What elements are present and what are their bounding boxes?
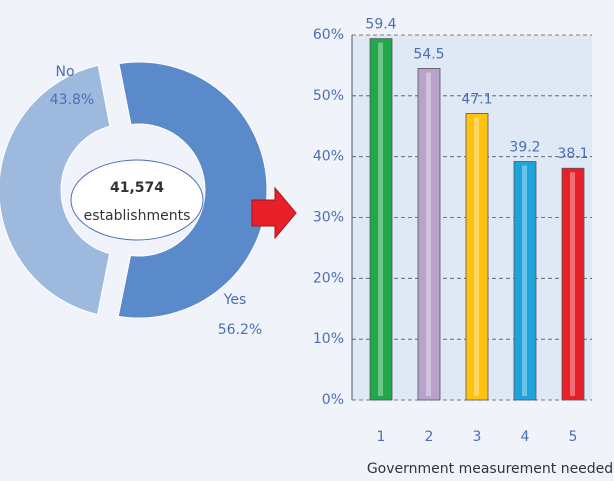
y-tick-label: 10%: [313, 331, 344, 347]
x-tick-label: 4: [521, 429, 530, 445]
value-label: 39.2: [509, 140, 540, 156]
center-value: 41,574: [110, 180, 164, 196]
x-axis-title: Government measurement needed: [367, 461, 613, 477]
bar-shine: [570, 172, 575, 396]
bar: [561, 167, 585, 401]
slice-label: Yes: [223, 292, 247, 308]
bar: [513, 161, 537, 401]
center-label: establishments: [84, 208, 191, 224]
y-tick-label: 50%: [313, 88, 344, 104]
bar: [369, 38, 393, 401]
slice-value: 56.2%: [218, 322, 262, 338]
bar-shine: [522, 165, 527, 396]
x-tick-label: 5: [569, 429, 578, 445]
center-hole: [70, 159, 204, 241]
x-tick-label: 1: [377, 429, 386, 445]
bar-shine: [426, 72, 431, 396]
y-tick-label: 60%: [313, 27, 344, 43]
x-tick-label: 2: [425, 429, 434, 445]
value-label: 59.4: [365, 17, 396, 33]
bar: [417, 68, 441, 401]
y-tick-label: 0%: [322, 392, 344, 408]
bar-shine: [378, 42, 383, 397]
slice-label: No: [55, 64, 74, 80]
value-label: 54.5: [413, 46, 444, 62]
pie-slice: [117, 61, 268, 319]
bar-shine: [474, 117, 479, 396]
value-label: 47.1: [461, 91, 492, 107]
pie-slice: [0, 64, 111, 316]
arrow: [251, 186, 297, 240]
slice-value: 43.8%: [50, 92, 94, 108]
value-label: 38.1: [557, 146, 588, 162]
bar: [465, 113, 489, 401]
y-tick-label: 30%: [313, 210, 344, 226]
x-tick-label: 3: [473, 429, 482, 445]
y-tick-label: 40%: [313, 149, 344, 165]
y-tick-label: 20%: [313, 270, 344, 286]
